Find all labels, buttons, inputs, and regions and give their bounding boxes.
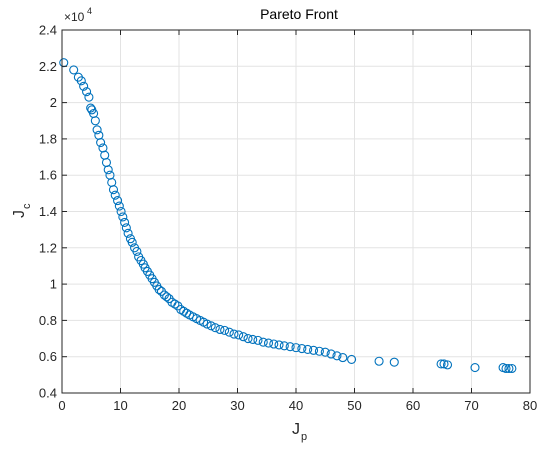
y-tick-label: 1.4 bbox=[39, 204, 57, 219]
y-axis-label-main: J bbox=[11, 210, 28, 218]
data-point bbox=[96, 137, 106, 148]
x-tick-label: 70 bbox=[464, 398, 478, 413]
data-point bbox=[116, 206, 126, 217]
data-point bbox=[243, 333, 253, 344]
data-point bbox=[123, 228, 133, 238]
data-point bbox=[263, 338, 274, 348]
data-point bbox=[220, 325, 230, 335]
y-tick-label: 2 bbox=[50, 95, 57, 110]
y-tick-label: 2.2 bbox=[39, 59, 57, 74]
x-axis-label-main: J bbox=[292, 421, 300, 438]
data-point bbox=[92, 125, 102, 135]
data-point bbox=[79, 81, 89, 91]
data-point bbox=[224, 327, 234, 337]
y-axis-label-sub: c bbox=[21, 203, 33, 209]
data-point bbox=[436, 359, 446, 369]
x-tick-label: 40 bbox=[289, 398, 303, 413]
data-point bbox=[108, 185, 119, 195]
x-tick-label: 60 bbox=[406, 398, 420, 413]
data-point bbox=[248, 334, 258, 345]
data-point bbox=[210, 323, 220, 333]
data-point bbox=[258, 337, 268, 347]
data-point bbox=[320, 347, 330, 357]
y-axis-label: J c bbox=[11, 203, 33, 218]
y-exponent-power: 4 bbox=[87, 6, 92, 16]
data-point bbox=[90, 116, 100, 126]
x-tick-label: 50 bbox=[347, 398, 361, 413]
y-tick-label: 0.8 bbox=[39, 313, 57, 328]
data-point bbox=[86, 103, 96, 113]
x-tick-label: 0 bbox=[58, 398, 65, 413]
data-point bbox=[504, 363, 514, 374]
data-point bbox=[234, 330, 244, 340]
y-tick-label: 1 bbox=[50, 277, 57, 292]
data-point bbox=[118, 212, 128, 222]
data-point bbox=[162, 292, 172, 302]
data-point bbox=[76, 76, 86, 86]
data-point bbox=[103, 165, 113, 175]
data-point bbox=[501, 363, 511, 374]
data-point bbox=[120, 217, 130, 227]
x-tick-label: 10 bbox=[113, 398, 127, 413]
data-point bbox=[285, 342, 295, 352]
y-exponent-label: ×10 4 bbox=[64, 6, 92, 24]
data-point bbox=[110, 190, 120, 200]
data-point bbox=[114, 201, 124, 211]
data-point bbox=[69, 65, 79, 75]
x-tick-label: 20 bbox=[172, 398, 186, 413]
data-point bbox=[297, 343, 307, 354]
tick-labels: 0 10 20 30 40 50 60 70 80 0.4 0.6 0.8 1 1.2 1.4 1.6 1.8 2… bbox=[39, 23, 537, 414]
chart-title: Pareto Front bbox=[260, 6, 338, 22]
data-point bbox=[82, 87, 92, 97]
data-point bbox=[308, 345, 319, 355]
data-point bbox=[332, 351, 342, 361]
data-point bbox=[215, 324, 225, 335]
data-point bbox=[303, 344, 313, 354]
data-point bbox=[507, 363, 517, 374]
data-point bbox=[374, 356, 384, 366]
data-point bbox=[269, 339, 279, 349]
y-exponent-base: ×10 bbox=[64, 10, 85, 24]
data-point bbox=[132, 246, 142, 256]
axis-ticks bbox=[61, 29, 531, 394]
data-point bbox=[238, 332, 248, 342]
data-point bbox=[127, 237, 137, 247]
data-point bbox=[389, 357, 399, 367]
data-point bbox=[314, 346, 324, 356]
y-tick-label: 1.6 bbox=[39, 168, 57, 183]
data-point bbox=[84, 92, 94, 102]
x-tick-label: 30 bbox=[230, 398, 244, 413]
x-axis-label: J p bbox=[292, 421, 307, 443]
data-point bbox=[274, 340, 284, 350]
data-points bbox=[59, 58, 517, 374]
data-point bbox=[253, 335, 263, 345]
data-point bbox=[442, 360, 453, 370]
data-point bbox=[291, 343, 301, 353]
y-tick-label: 1.2 bbox=[39, 240, 57, 255]
data-point bbox=[202, 319, 212, 329]
data-point bbox=[439, 359, 449, 369]
data-point bbox=[121, 223, 131, 233]
data-point bbox=[206, 321, 216, 331]
data-point bbox=[326, 349, 336, 359]
y-tick-label: 1.8 bbox=[39, 131, 57, 146]
grid bbox=[61, 29, 531, 394]
y-tick-label: 0.6 bbox=[39, 349, 57, 364]
data-point bbox=[113, 196, 123, 206]
x-axis-label-sub: p bbox=[301, 431, 307, 443]
data-point bbox=[470, 363, 480, 373]
data-point bbox=[229, 329, 239, 339]
data-point bbox=[338, 353, 348, 363]
data-point bbox=[279, 341, 289, 351]
y-tick-label: 2.4 bbox=[39, 23, 57, 38]
x-tick-label: 80 bbox=[523, 398, 537, 413]
data-point bbox=[347, 354, 357, 364]
data-point bbox=[154, 284, 164, 295]
y-tick-label: 0.4 bbox=[39, 386, 57, 401]
